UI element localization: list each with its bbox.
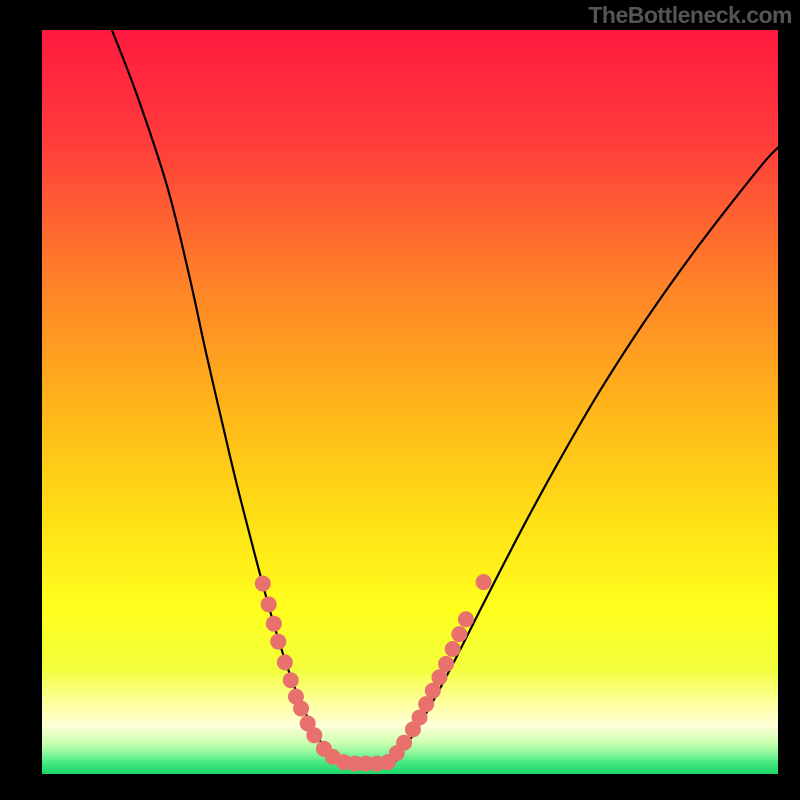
- data-marker: [266, 616, 282, 632]
- data-marker: [438, 656, 454, 672]
- watermark-label: TheBottleneck.com: [588, 2, 792, 29]
- data-marker: [445, 641, 461, 657]
- data-marker: [283, 672, 299, 688]
- data-marker: [270, 634, 286, 650]
- chart-plot-area: [42, 30, 778, 774]
- data-marker: [396, 735, 412, 751]
- data-marker: [476, 574, 492, 590]
- data-marker: [255, 576, 271, 592]
- data-marker: [458, 611, 474, 627]
- data-marker: [306, 727, 322, 743]
- chart-curves-layer: [42, 30, 778, 774]
- data-marker: [277, 654, 293, 670]
- data-marker: [451, 626, 467, 642]
- data-marker: [261, 596, 277, 612]
- data-marker: [293, 701, 309, 717]
